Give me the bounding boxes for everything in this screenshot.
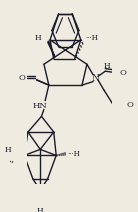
Text: O: O	[119, 69, 126, 77]
Text: N: N	[92, 74, 99, 83]
Text: HN: HN	[33, 102, 48, 110]
Polygon shape	[48, 41, 55, 57]
Text: H: H	[103, 62, 110, 70]
Text: ···H: ···H	[67, 150, 80, 158]
Polygon shape	[40, 190, 41, 204]
Text: H: H	[34, 34, 41, 42]
Text: ···H: ···H	[85, 34, 98, 42]
Text: H: H	[37, 207, 44, 212]
Text: O: O	[18, 74, 25, 82]
Text: H: H	[5, 146, 12, 154]
Text: .,: .,	[8, 154, 14, 163]
Text: O: O	[126, 101, 133, 109]
